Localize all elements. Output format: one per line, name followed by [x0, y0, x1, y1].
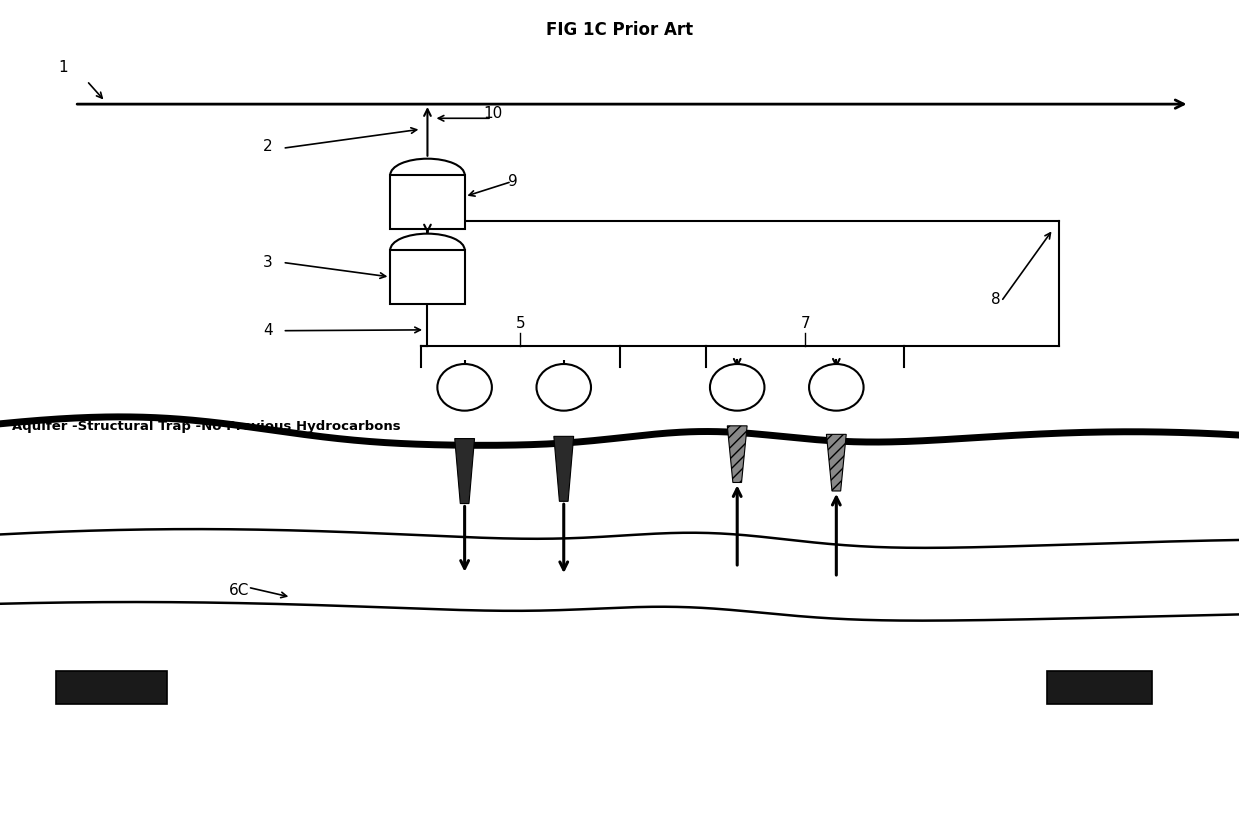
Text: 4: 4	[263, 323, 273, 338]
Ellipse shape	[809, 364, 864, 411]
Text: 2: 2	[263, 139, 273, 154]
Ellipse shape	[710, 364, 764, 411]
Text: 5: 5	[515, 316, 525, 331]
Text: 10: 10	[483, 106, 503, 121]
Text: 7: 7	[800, 316, 810, 331]
Bar	[390, 250, 465, 304]
Ellipse shape	[536, 364, 591, 411]
Polygon shape	[826, 434, 846, 491]
Text: 1: 1	[58, 60, 68, 75]
Text: FIG 1C Prior Art: FIG 1C Prior Art	[546, 21, 693, 39]
Bar	[56, 671, 167, 704]
Text: 3: 3	[263, 255, 273, 270]
Polygon shape	[727, 426, 747, 482]
Polygon shape	[554, 436, 574, 501]
Text: 8: 8	[991, 292, 1001, 307]
Text: 6C: 6C	[229, 583, 249, 598]
Bar	[1047, 671, 1152, 704]
Text: Aquifer -Structural Trap -No Previous Hydrocarbons: Aquifer -Structural Trap -No Previous Hy…	[12, 420, 401, 433]
Polygon shape	[455, 438, 475, 503]
Ellipse shape	[437, 364, 492, 411]
Text: 9: 9	[508, 174, 518, 189]
Bar	[390, 175, 465, 229]
